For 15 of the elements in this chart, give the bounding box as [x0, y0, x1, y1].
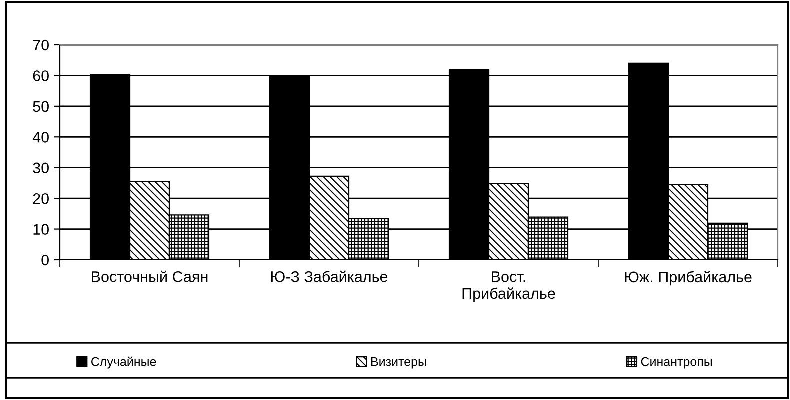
- x-tick-label: Восточный Саян: [92, 270, 208, 282]
- y-tick-label: 0: [42, 254, 49, 266]
- x-tick-label: Ю-З Забайкалье: [271, 270, 388, 282]
- y-tick-label: 50: [33, 101, 49, 112]
- y-tick-label: 40: [32, 132, 49, 143]
- y-tick-label: 60: [33, 70, 49, 82]
- legend-label: Визитеры: [372, 358, 426, 369]
- y-tick-label: 20: [33, 193, 49, 204]
- x-tick-label: Юж. Прибайкалье: [625, 271, 752, 286]
- legend-label: Синантропы: [641, 357, 712, 369]
- y-tick-label: 30: [33, 162, 49, 174]
- y-tick-label: 70: [33, 40, 49, 51]
- x-tick-label: Вост. Прибайкалье: [462, 272, 556, 302]
- legend-label: Случайные: [92, 356, 156, 369]
- y-tick-label: 10: [34, 224, 49, 235]
